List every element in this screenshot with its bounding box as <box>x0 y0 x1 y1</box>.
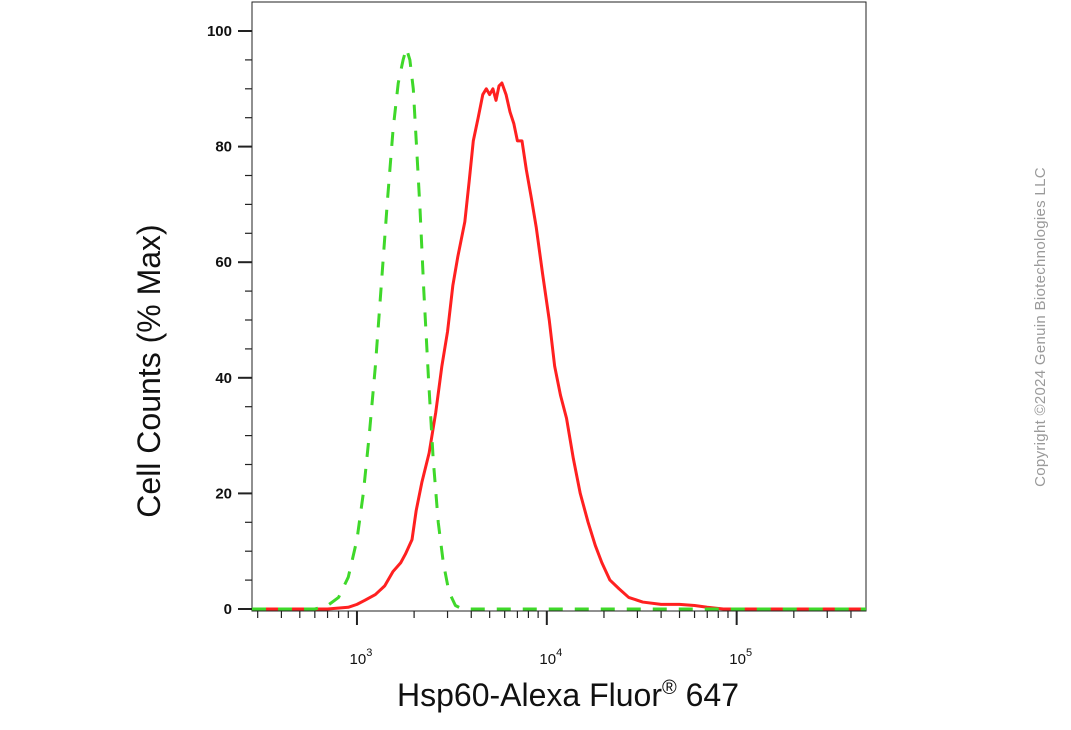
y-tick-label: 80 <box>215 139 232 156</box>
plot-frame <box>251 1 867 612</box>
series-group <box>252 46 866 611</box>
x-tick-label: 103 <box>350 647 373 668</box>
y-tick-label: 20 <box>215 485 232 502</box>
y-axis-label: Cell Counts (% Max) <box>131 224 167 517</box>
x-tick-label: 105 <box>729 647 752 668</box>
x-tick-exponent: 3 <box>366 647 372 659</box>
x-axis-label-tail: 647 <box>677 677 739 713</box>
y-tick-label: 100 <box>207 23 232 40</box>
x-tick-base: 10 <box>729 651 746 668</box>
y-tick-label: 40 <box>215 370 232 387</box>
y-axis: 0 20 40 60 80 100 <box>207 23 252 618</box>
x-tick-base: 10 <box>350 651 367 668</box>
x-tick-base: 10 <box>539 651 556 668</box>
series-line-green-dashed <box>252 46 866 611</box>
y-tick-label: 60 <box>215 254 232 271</box>
x-axis-label: Hsp60-Alexa Fluor® 647 <box>397 677 739 713</box>
x-tick-exponent: 5 <box>746 647 752 659</box>
series-line-red-solid <box>252 81 866 611</box>
copyright-text: Copyright ©2024 Genuin Biotechnologies L… <box>1032 167 1049 487</box>
x-tick-exponent: 4 <box>556 647 562 659</box>
x-axis: 103 104 105 <box>257 611 852 668</box>
y-tick-label: 0 <box>224 601 232 618</box>
x-axis-label-registered: ® <box>662 677 677 699</box>
x-tick-label: 104 <box>539 647 562 668</box>
x-axis-label-main: Hsp60-Alexa Fluor <box>397 677 662 713</box>
